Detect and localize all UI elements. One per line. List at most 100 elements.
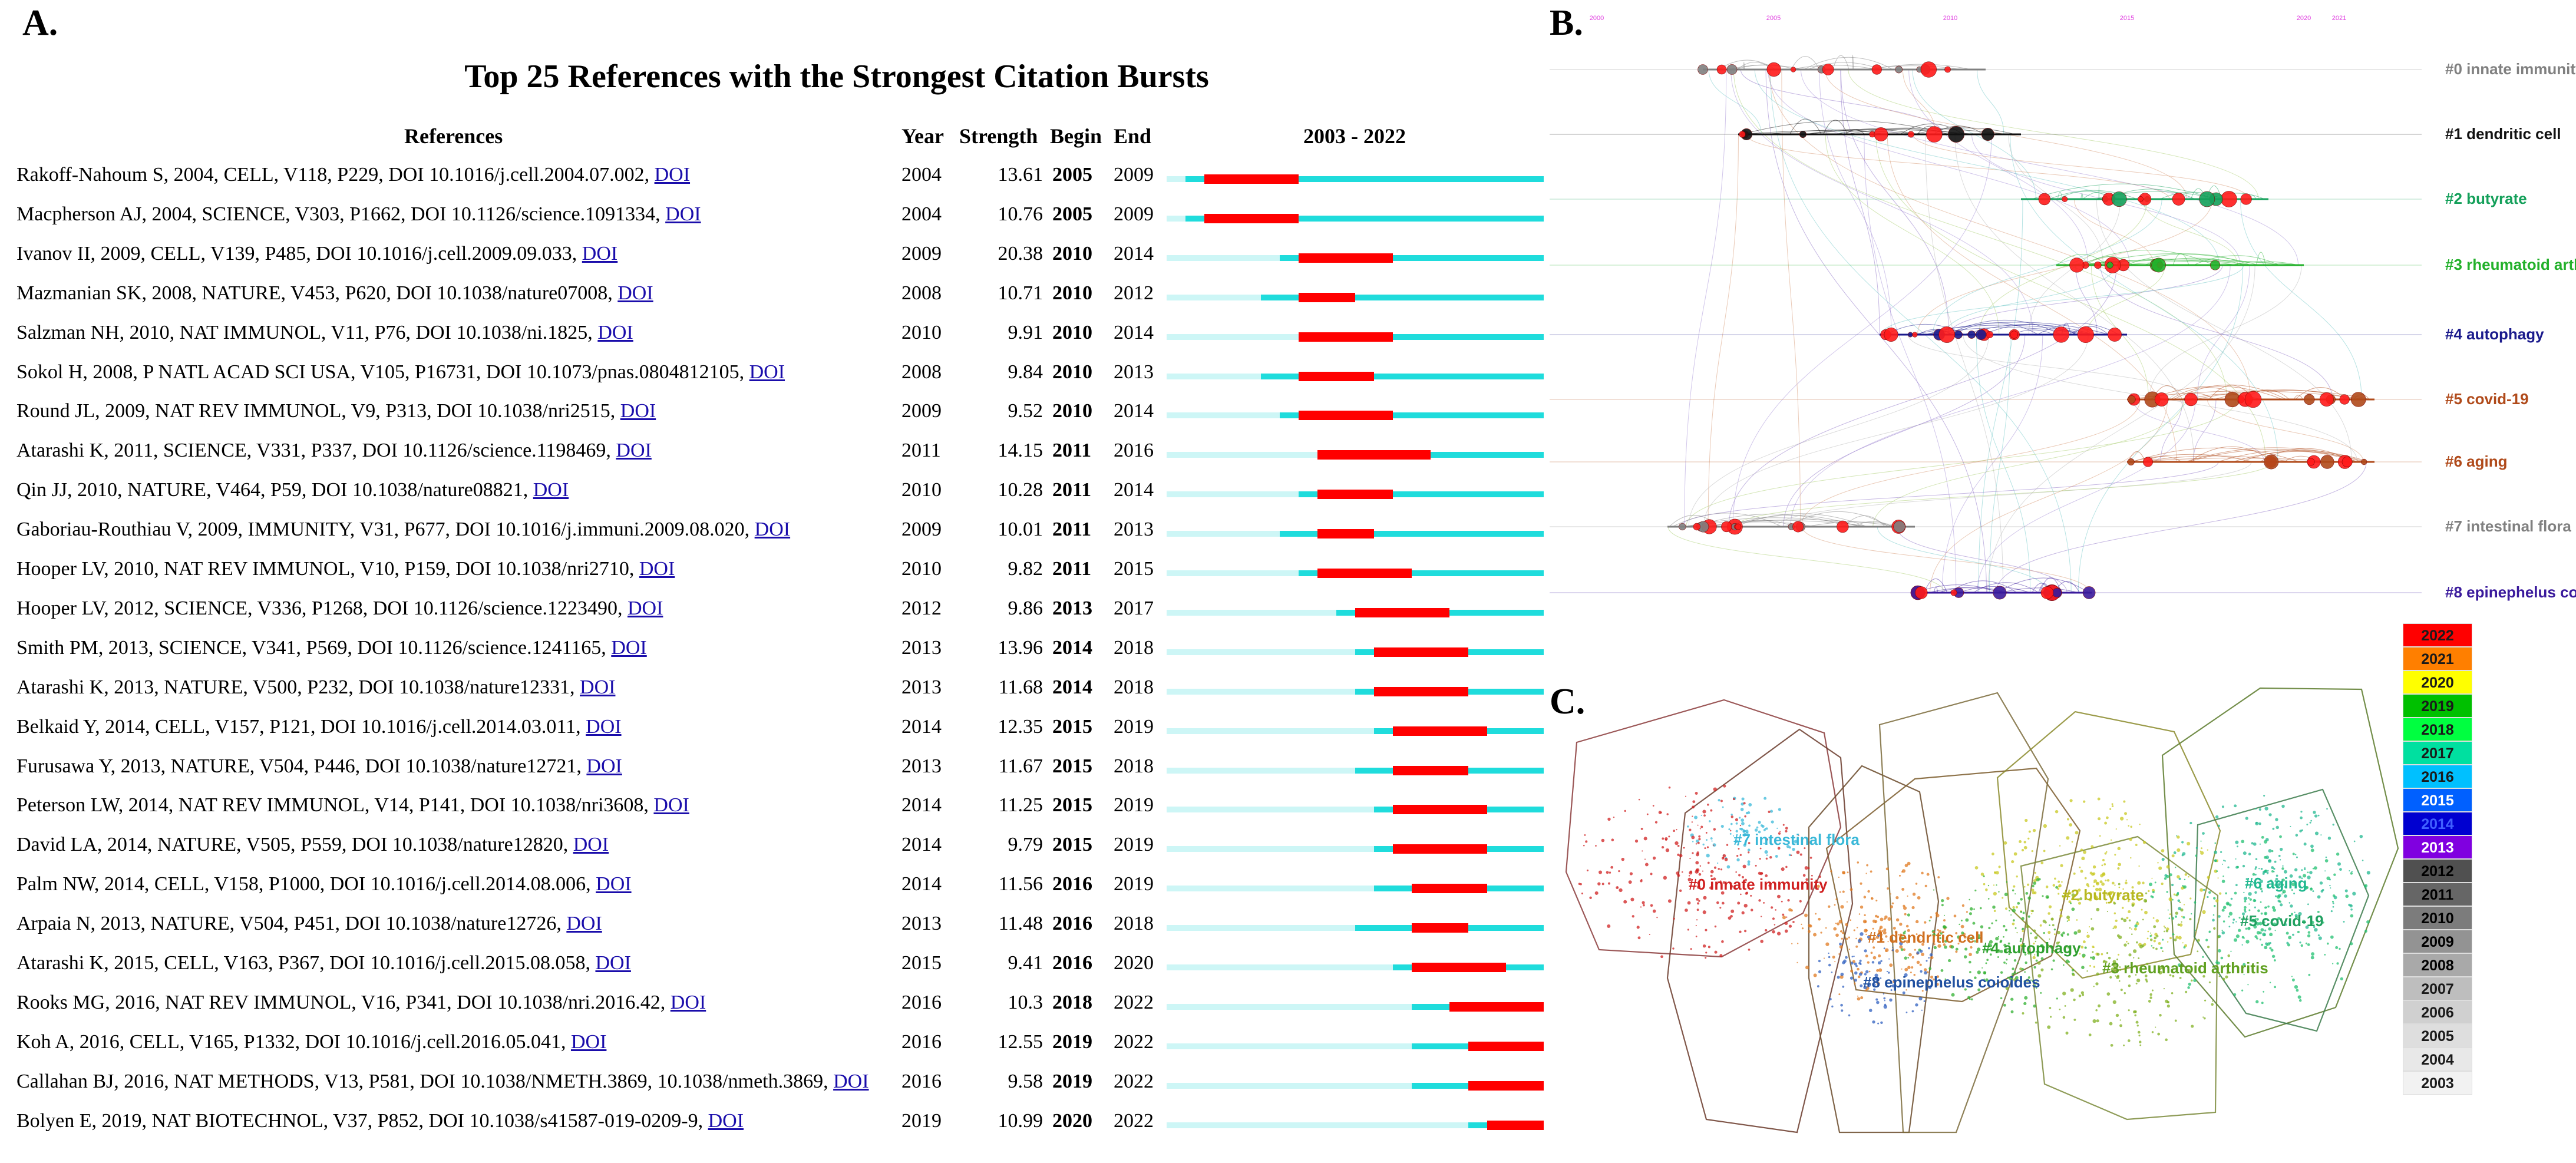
network-node bbox=[2235, 934, 2240, 939]
network-node bbox=[1828, 956, 1831, 959]
network-node bbox=[2134, 1014, 2137, 1017]
network-node bbox=[2148, 890, 2150, 893]
doi-link[interactable]: DOI bbox=[665, 203, 701, 225]
network-node bbox=[2291, 882, 2296, 887]
network-node bbox=[1720, 891, 1725, 895]
reference-text: Bolyen E, 2019, NAT BIOTECHNOL, V37, P85… bbox=[16, 1110, 744, 1132]
network-node bbox=[2331, 900, 2334, 903]
strength-cell: 12.35 bbox=[998, 715, 1043, 738]
network-node bbox=[1714, 950, 1718, 954]
net-label-2: #2 butyrate bbox=[2062, 886, 2144, 904]
network-node bbox=[2151, 989, 2154, 992]
strength-cell: 11.25 bbox=[998, 794, 1043, 817]
doi-link[interactable]: DOI bbox=[586, 715, 622, 738]
network-node bbox=[1728, 916, 1732, 920]
network-node bbox=[2036, 935, 2038, 937]
network-node bbox=[1930, 975, 1934, 979]
network-node bbox=[2155, 947, 2158, 950]
network-node bbox=[2264, 946, 2268, 950]
network-node bbox=[1788, 908, 1792, 912]
network-node bbox=[2349, 870, 2350, 872]
doi-link[interactable]: DOI bbox=[597, 321, 633, 343]
network-node bbox=[1997, 936, 2000, 938]
doi-link[interactable]: DOI bbox=[570, 1030, 607, 1053]
doi-link[interactable]: DOI bbox=[617, 282, 653, 304]
network-node bbox=[1721, 901, 1725, 905]
reference-node bbox=[2221, 191, 2237, 207]
network-node bbox=[2263, 794, 2265, 797]
burst-row: Callahan BJ, 2016, NAT METHODS, V13, P58… bbox=[0, 1066, 1555, 1105]
network-node bbox=[1668, 786, 1671, 789]
doi-link[interactable]: DOI bbox=[749, 361, 785, 383]
cluster-label: #0 innate immunity bbox=[2445, 60, 2576, 78]
network-node bbox=[2217, 877, 2219, 879]
doi-link[interactable]: DOI bbox=[586, 755, 622, 777]
doi-link[interactable]: DOI bbox=[708, 1109, 744, 1132]
doi-link[interactable]: DOI bbox=[580, 676, 616, 698]
network-node bbox=[2202, 910, 2206, 914]
doi-link[interactable]: DOI bbox=[566, 913, 602, 935]
end-cell: 2022 bbox=[1114, 1109, 1154, 1132]
doi-link[interactable]: DOI bbox=[654, 164, 691, 186]
network-node bbox=[1915, 1003, 1918, 1007]
network-node bbox=[2264, 929, 2267, 932]
timeline-inactive bbox=[1167, 807, 1374, 813]
network-node bbox=[1858, 962, 1861, 965]
timeline-cell bbox=[1167, 723, 1555, 746]
doi-link[interactable]: DOI bbox=[754, 518, 791, 541]
network-node bbox=[2165, 1038, 2168, 1042]
network-node bbox=[1872, 1020, 1875, 1024]
reference-node bbox=[2062, 196, 2068, 203]
network-node bbox=[2111, 881, 2115, 885]
doi-link[interactable]: DOI bbox=[596, 873, 632, 896]
network-node bbox=[1805, 966, 1809, 970]
network-node bbox=[1955, 932, 1958, 934]
network-node bbox=[2274, 860, 2277, 863]
doi-link[interactable]: DOI bbox=[582, 242, 618, 265]
network-node bbox=[1705, 929, 1708, 931]
doi-link[interactable]: DOI bbox=[670, 991, 706, 1013]
network-node bbox=[1649, 933, 1650, 936]
doi-link[interactable]: DOI bbox=[833, 1070, 869, 1092]
network-node bbox=[2061, 881, 2063, 883]
network-node bbox=[2263, 933, 2266, 936]
network-node bbox=[2075, 950, 2076, 952]
network-node bbox=[2154, 881, 2156, 884]
doi-link[interactable]: DOI bbox=[573, 834, 609, 856]
network-node bbox=[2307, 934, 2311, 938]
network-node bbox=[2167, 941, 2169, 943]
doi-link[interactable]: DOI bbox=[639, 558, 675, 580]
network-node bbox=[1860, 996, 1864, 1000]
network-node bbox=[2084, 877, 2087, 880]
doi-link[interactable]: DOI bbox=[627, 597, 663, 619]
network-node bbox=[2091, 873, 2095, 876]
cluster-arc bbox=[1914, 127, 2015, 135]
network-node bbox=[2012, 967, 2014, 970]
network-node bbox=[2294, 984, 2298, 989]
network-node bbox=[1595, 845, 1597, 847]
network-node bbox=[2343, 921, 2345, 923]
network-node bbox=[2067, 950, 2070, 953]
network-node bbox=[1941, 898, 1944, 903]
network-node bbox=[2073, 931, 2078, 935]
network-node bbox=[2149, 938, 2153, 941]
doi-link[interactable]: DOI bbox=[611, 636, 647, 659]
cluster-arc bbox=[2000, 587, 2079, 593]
doi-link[interactable]: DOI bbox=[533, 479, 569, 501]
doi-link[interactable]: DOI bbox=[616, 440, 652, 462]
network-node bbox=[2129, 837, 2132, 841]
network-node bbox=[2217, 961, 2220, 965]
timeline-inactive bbox=[1167, 688, 1355, 695]
network-node bbox=[2317, 934, 2320, 937]
doi-link[interactable]: DOI bbox=[653, 794, 689, 817]
timeline-inactive bbox=[1167, 412, 1280, 419]
network-node bbox=[2298, 912, 2302, 916]
network-node bbox=[1943, 925, 1946, 929]
network-node bbox=[2263, 990, 2265, 993]
year-cell: 2013 bbox=[901, 913, 942, 935]
network-node bbox=[2159, 968, 2161, 970]
doi-link[interactable]: DOI bbox=[595, 952, 631, 974]
network-node bbox=[2281, 878, 2285, 882]
doi-link[interactable]: DOI bbox=[620, 400, 656, 422]
network-node bbox=[2149, 996, 2152, 999]
